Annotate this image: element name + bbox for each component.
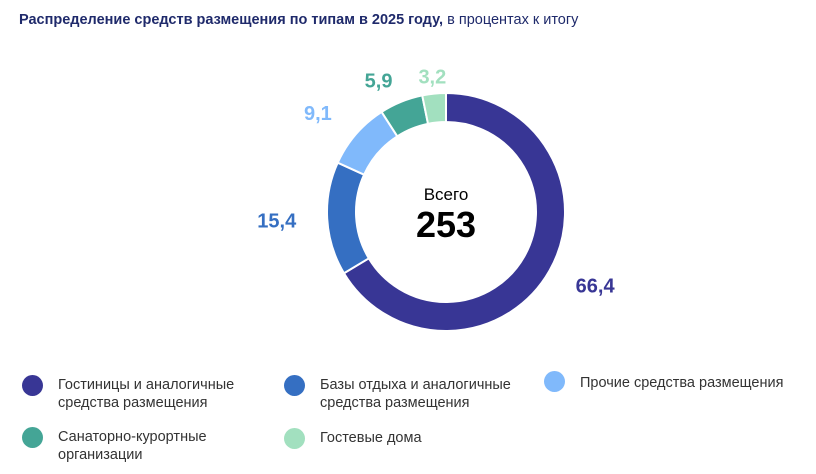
legend-swatch xyxy=(284,375,305,396)
legend-item-hotels: Гостиницы и аналогичные средства размеще… xyxy=(22,375,234,412)
legend-item-recreation-bases: Базы отдыха и аналогичные средства разме… xyxy=(284,375,511,412)
legend-label-line: Санаторно-курортные xyxy=(58,429,207,445)
legend-label-line: средства размещения xyxy=(58,395,208,411)
legend-label: Прочие средства размещения xyxy=(580,374,783,392)
legend-label-line: Гостиницы и аналогичные xyxy=(58,377,235,393)
legend-label-line: Прочие средства размещения xyxy=(580,375,784,391)
legend-swatch xyxy=(284,428,305,449)
legend-swatch xyxy=(22,375,43,396)
donut-value-labels: 66,4 15,4 9,1 5,9 3,2 xyxy=(257,67,615,298)
legend-item-sanatoriums: Санаторно-курортные организации xyxy=(22,427,207,464)
slice-value-label: 15,4 xyxy=(257,210,297,232)
legend-label-line: организации xyxy=(58,447,143,463)
legend-label-line: Базы отдыха и аналогичные xyxy=(320,377,511,393)
donut-slice xyxy=(326,161,371,275)
donut-slice xyxy=(342,91,566,332)
chart-title-bold: Распределение средств размещения по типа… xyxy=(19,12,444,28)
legend-item-guest-houses: Гостевые дома xyxy=(284,428,422,449)
legend-swatch xyxy=(544,371,565,392)
legend-item-other: Прочие средства размещения xyxy=(544,371,783,392)
donut-slices xyxy=(326,91,566,332)
donut-slice xyxy=(421,91,447,125)
center-caption: Всего xyxy=(424,185,469,204)
chart-title-suffix: в процентах к итогу xyxy=(443,12,579,28)
slice-value-label: 66,4 xyxy=(576,275,616,297)
legend-swatch xyxy=(22,427,43,448)
slice-value-label: 9,1 xyxy=(304,103,332,125)
legend-label-line: средства размещения xyxy=(320,395,470,411)
slice-value-label: 5,9 xyxy=(365,70,393,92)
slice-value-label: 3,2 xyxy=(418,67,446,89)
legend-label-line: Гостевые дома xyxy=(320,430,422,446)
legend-label: Гостиницы и аналогичные средства размеще… xyxy=(58,376,234,412)
chart-title: Распределение средств размещения по типа… xyxy=(19,12,578,28)
legend-label: Базы отдыха и аналогичные средства разме… xyxy=(320,376,511,412)
legend-label: Гостевые дома xyxy=(320,429,422,447)
legend-label: Санаторно-курортные организации xyxy=(58,428,207,464)
center-total: 253 xyxy=(416,204,476,245)
